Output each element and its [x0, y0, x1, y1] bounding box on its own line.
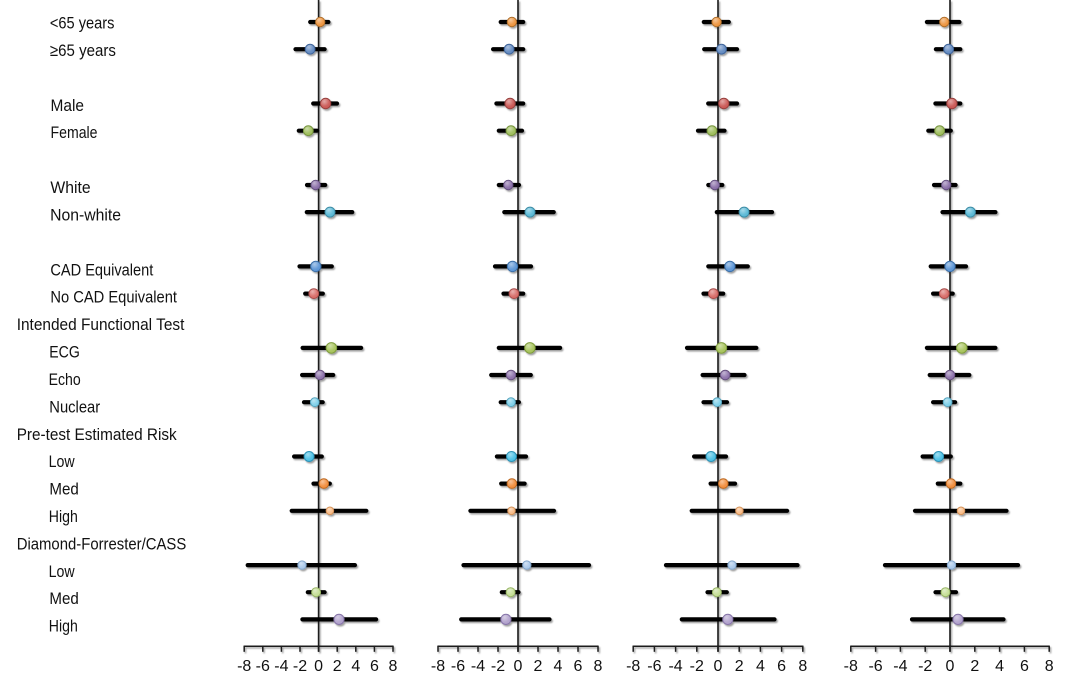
svg-text:4: 4	[756, 658, 765, 675]
svg-text:-2: -2	[491, 658, 505, 675]
svg-text:Low: Low	[49, 452, 76, 471]
svg-text:-6: -6	[451, 658, 465, 675]
svg-text:2: 2	[970, 658, 979, 675]
svg-text:Intended Functional Test: Intended Functional Test	[17, 315, 185, 334]
svg-text:-8: -8	[844, 658, 858, 675]
svg-text:-2: -2	[293, 658, 307, 675]
svg-text:High: High	[49, 617, 78, 636]
svg-text:2: 2	[534, 658, 543, 675]
svg-text:-2: -2	[690, 658, 704, 675]
svg-text:4: 4	[554, 658, 563, 675]
svg-text:CAD Equivalent: CAD Equivalent	[50, 260, 153, 279]
svg-text:-8: -8	[431, 658, 445, 675]
svg-text:Pre-test Estimated Risk: Pre-test Estimated Risk	[17, 425, 177, 444]
svg-text:2: 2	[333, 658, 342, 675]
svg-text:-4: -4	[893, 658, 907, 675]
svg-text:8: 8	[389, 658, 398, 675]
svg-text:8: 8	[594, 658, 603, 675]
svg-text:0: 0	[714, 658, 723, 675]
svg-text:Med: Med	[49, 589, 78, 608]
svg-text:0: 0	[946, 658, 955, 675]
svg-text:6: 6	[370, 658, 379, 675]
svg-text:Echo: Echo	[49, 370, 81, 389]
svg-text:-4: -4	[471, 658, 485, 675]
svg-text:-6: -6	[868, 658, 882, 675]
svg-text:8: 8	[798, 658, 807, 675]
svg-text:-6: -6	[256, 658, 270, 675]
svg-text:Non-white: Non-white	[50, 206, 121, 225]
svg-text:-8: -8	[237, 658, 251, 675]
svg-text:8: 8	[1045, 658, 1054, 675]
svg-text:No CAD Equivalent: No CAD Equivalent	[50, 288, 177, 307]
svg-text:Male: Male	[51, 96, 85, 115]
svg-text:White: White	[50, 178, 90, 197]
svg-text:2: 2	[735, 658, 744, 675]
svg-text:≥65 years: ≥65 years	[50, 41, 116, 60]
svg-text:0: 0	[314, 658, 323, 675]
svg-text:6: 6	[1020, 658, 1029, 675]
svg-text:-8: -8	[626, 658, 640, 675]
svg-text:Female: Female	[51, 123, 98, 142]
svg-text:Low: Low	[49, 562, 76, 581]
svg-text:-4: -4	[668, 658, 682, 675]
svg-text:Diamond-Forrester/CASS: Diamond-Forrester/CASS	[17, 534, 187, 553]
svg-text:6: 6	[777, 658, 786, 675]
svg-text:Med: Med	[49, 480, 78, 499]
svg-text:4: 4	[995, 658, 1004, 675]
svg-text:High: High	[49, 507, 78, 526]
svg-text:ECG: ECG	[49, 343, 80, 362]
svg-text:-2: -2	[918, 658, 932, 675]
svg-text:6: 6	[574, 658, 583, 675]
svg-text:<65 years: <65 years	[50, 14, 115, 33]
svg-text:-4: -4	[274, 658, 288, 675]
svg-text:4: 4	[351, 658, 360, 675]
svg-text:0: 0	[514, 658, 523, 675]
svg-text:Nuclear: Nuclear	[49, 397, 100, 416]
svg-text:-6: -6	[647, 658, 661, 675]
